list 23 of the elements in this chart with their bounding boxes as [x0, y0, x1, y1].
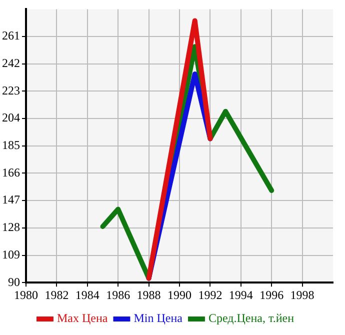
- x-tick-label: 1984: [75, 288, 100, 302]
- y-tick-label: 90: [8, 274, 20, 289]
- x-tick-label: 1998: [290, 288, 314, 302]
- y-tick-label: 242: [2, 56, 20, 70]
- x-tick-label: 1980: [14, 288, 38, 302]
- y-tick-label: 261: [2, 28, 20, 43]
- legend-label: Max Цена: [56, 311, 108, 326]
- x-tick-label: 1994: [228, 288, 253, 302]
- x-tick-label: 1990: [168, 288, 192, 302]
- x-tick-label: 1996: [260, 288, 284, 302]
- x-tick-label: 1982: [44, 288, 69, 302]
- y-tick-label: 109: [2, 247, 20, 262]
- y-tick-label: 128: [2, 220, 20, 234]
- legend-label: Сред.Цена, т.йен: [208, 311, 295, 326]
- y-tick-label: 166: [2, 165, 20, 180]
- x-tick-label: 1986: [106, 288, 130, 302]
- y-tick-label: 185: [2, 138, 20, 152]
- y-tick-label: 204: [2, 110, 20, 125]
- y-tick-label: 147: [2, 192, 20, 207]
- legend-label: Min Цена: [134, 311, 184, 326]
- y-tick-label: 223: [2, 83, 20, 98]
- x-tick-label: 1992: [198, 288, 222, 302]
- x-tick-label: 1988: [136, 288, 161, 302]
